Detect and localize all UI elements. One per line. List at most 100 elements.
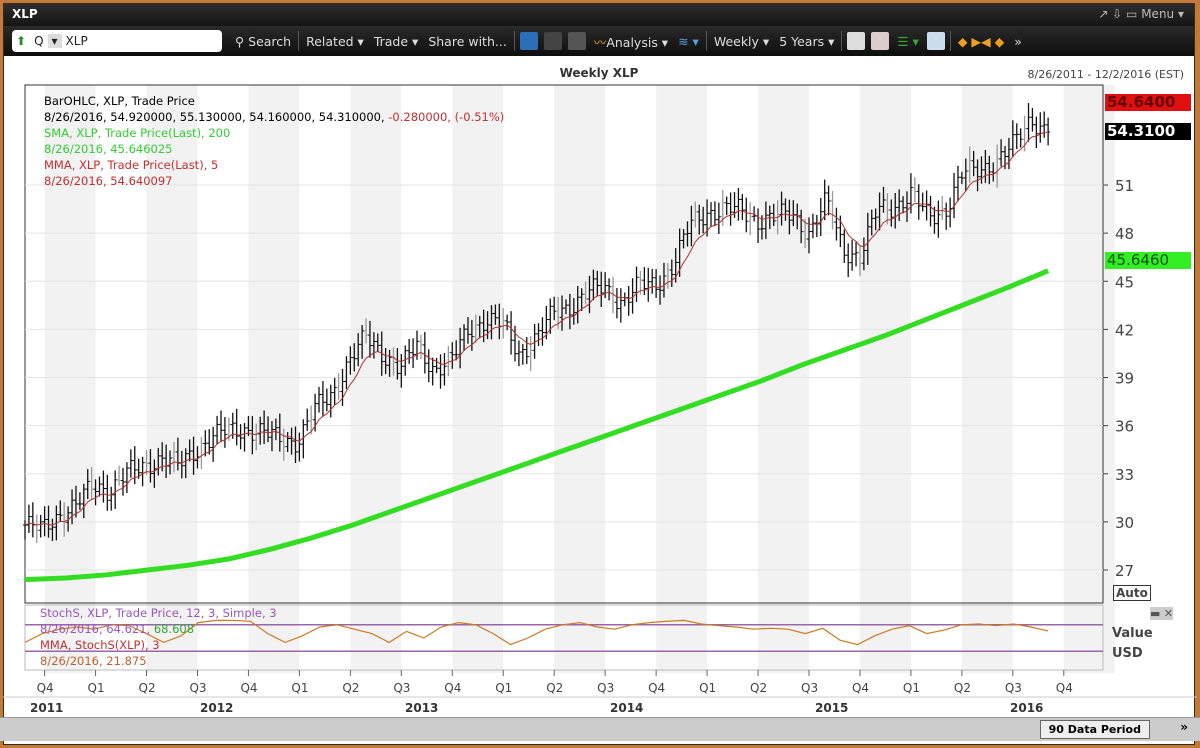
analysis-label: Analysis ▾ [606,34,669,50]
quarter-label: Q3 [597,681,614,695]
quarter-label: Q4 [37,681,54,695]
quarter-label: Q4 [444,681,461,695]
quarter-band [248,85,300,673]
year-label: 2015 [815,701,848,715]
y-tick-label: 42 [1115,321,1134,339]
quarter-label: Q3 [393,681,410,695]
panel-controls[interactable]: ▬ ✕ [1150,607,1174,620]
y-tick-label: 27 [1115,562,1134,580]
quarter-band [809,85,860,673]
symbol-type-dropdown[interactable]: ▾ [47,34,62,48]
bars-icon[interactable]: ☰ ▾ [897,33,919,49]
symbol-value[interactable]: XLP [65,34,88,48]
stoch-value-2: 68.608 [153,622,195,636]
stoch-frame [24,604,1104,671]
legend-sma-title: SMA, XLP, Trade Price(Last), 200 [44,126,231,140]
share-button[interactable]: Share with... [428,33,507,49]
quarter-label: Q1 [495,681,512,695]
undo-icon[interactable] [519,32,538,50]
window-controls[interactable]: ↗ ⇩ ▭ Menu ▾ [1098,7,1184,21]
legend-sma-value: 8/26/2016, 45.646025 [44,142,173,156]
y-tick-label: 51 [1115,177,1134,195]
year-label: 2016 [1010,701,1043,715]
quarter-band [503,85,555,673]
quarter-band [299,85,351,673]
y-tick-label: 36 [1115,418,1134,436]
scroll-end-button[interactable]: » [1180,720,1188,734]
more-button[interactable]: » [1014,33,1022,49]
quarter-band [401,85,453,673]
plot-frame [24,84,1104,604]
wave-icon[interactable]: ≋ ▾ [678,33,699,49]
y-tick-label: 30 [1115,514,1134,532]
stoch-line [24,619,1049,646]
quarter-label: Q2 [954,681,971,695]
y-tick-label: 45 [1115,273,1134,291]
quarter-band [452,85,504,673]
legend-bar-values: 8/26/2016, 54.920000, 55.130000, 54.1600… [44,109,504,125]
line-chart-icon[interactable] [847,32,866,50]
stoch-value: 8/26/2016, 64.621, [40,622,154,636]
analysis-icon: 〰 [593,34,607,50]
quarter-band [910,85,962,673]
quarter-label: Q3 [1005,681,1022,695]
symbol-input[interactable]: ⬆ Q ▾ XLP [12,30,222,52]
auto-scale-button[interactable]: Auto [1113,585,1151,601]
quarter-band [197,85,249,673]
range-menu[interactable]: 5 Years ▾ [779,33,835,49]
sma-line [24,268,1050,583]
legend-bar-title: BarOHLC, XLP, Trade Price [44,94,195,108]
quarter-band [656,85,708,673]
quarter-label: Q1 [291,681,308,695]
compare-chart-icon[interactable] [871,32,890,50]
layout-icon[interactable] [926,32,945,50]
quarter-band [1063,85,1115,673]
y-tick-label: 39 [1115,370,1134,388]
toolbar: ⬆ Q ▾ XLP ⚲ Search Related ▾ Trade ▾ Share … [4,26,1194,56]
quarter-label: Q2 [139,681,156,695]
redo-icon[interactable] [543,32,562,50]
stoch-mma-title: MMA, StochS(XLP), 3 [40,638,160,652]
window-title: XLP [12,7,38,21]
trade-menu[interactable]: Trade ▾ [373,33,419,49]
search-button[interactable]: ⚲ Search [235,33,292,49]
search-label: Search [248,33,292,49]
stoch-values: 8/26/2016, 64.621, 68.608 [40,621,277,637]
up-arrow-icon: ⬆ [16,34,27,48]
chart-title: Weekly XLP [559,66,639,80]
value-label: Value [1112,626,1153,641]
usd-label: USD [1112,646,1143,661]
quarter-label: Q1 [699,681,716,695]
quarter-label: Q4 [240,681,257,695]
quarter-band [146,85,198,673]
related-menu[interactable]: Related ▾ [306,33,364,49]
stoch-title: StochS, XLP, Trade Price, 12, 3, Simple,… [40,606,277,620]
quarter-label: Q2 [342,681,359,695]
legend-change: -0.280000, (-0.51%) [388,110,505,124]
bottom-bar: 90 Data Period » [0,717,1200,741]
period-menu[interactable]: Weekly ▾ [713,33,770,49]
last-price-tag: 54.3100 [1105,123,1191,140]
sma-price-tag: 45.6460 [1105,252,1191,269]
quarter-label: Q4 [1056,681,1073,695]
y-tick-label: 33 [1115,466,1134,484]
year-label: 2014 [610,701,643,715]
pan-arrows-icon[interactable]: ◆ ▶◀ ◆ [957,33,1005,49]
symbol-type[interactable]: Q [34,34,44,48]
quarter-band [1012,85,1064,673]
data-period-button[interactable]: 90 Data Period [1039,720,1150,739]
quarter-label: Q2 [546,681,563,695]
quarter-band [554,85,606,673]
folder-icon[interactable] [567,32,586,50]
stoch-mma-value: 8/26/2016, 21.875 [40,654,147,668]
quarter-label: Q3 [801,681,818,695]
quarter-band [707,85,759,673]
year-label: 2011 [30,701,63,715]
quarter-band [961,85,1013,673]
quarter-label: Q1 [903,681,920,695]
quarter-label: Q2 [750,681,767,695]
legend-ohlc: 8/26/2016, 54.920000, 55.130000, 54.1600… [44,110,389,124]
date-range: 8/26/2011 - 12/2/2016 (EST) [1027,68,1185,81]
analysis-menu[interactable]: 〰Analysis ▾ [589,32,673,51]
